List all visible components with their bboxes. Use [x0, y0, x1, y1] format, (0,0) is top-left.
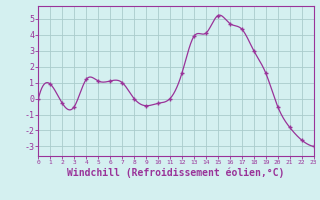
- X-axis label: Windchill (Refroidissement éolien,°C): Windchill (Refroidissement éolien,°C): [67, 168, 285, 178]
